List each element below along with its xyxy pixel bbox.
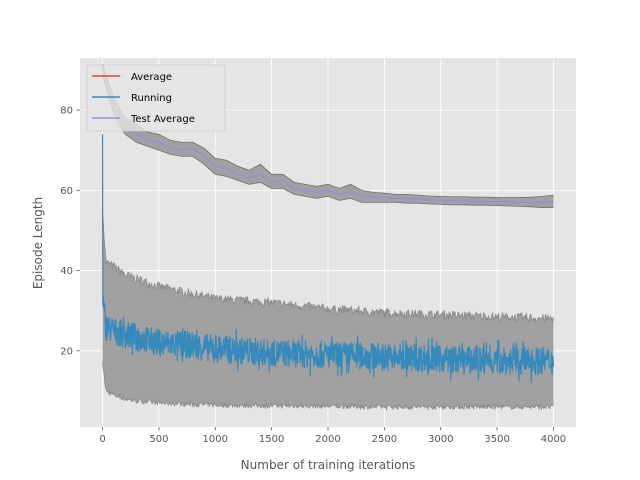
legend-label-average: Average	[131, 72, 172, 83]
legend: Average Running Test Average	[86, 64, 226, 132]
y-tick-label: 80	[60, 106, 73, 117]
running-band-lower-edge	[102, 362, 554, 411]
running-line	[101, 134, 555, 383]
x-tick-label: 3500	[484, 434, 509, 445]
legend-box	[86, 64, 226, 132]
x-tick-label: 2500	[372, 434, 397, 445]
test-average-line	[101, 69, 554, 204]
y-axis-label: Episode Length	[31, 197, 45, 289]
x-tick-label: 3000	[428, 434, 453, 445]
y-axis-ticks: 20 40 60 80	[60, 106, 80, 357]
x-axis-label: Number of training iterations	[241, 458, 416, 472]
x-tick-label: 1000	[203, 434, 228, 445]
running-band-upper-edge	[102, 210, 554, 324]
x-tick-label: 1500	[259, 434, 284, 445]
plot-content	[101, 63, 555, 411]
x-tick-label: 4000	[541, 434, 566, 445]
x-tick-label: 500	[149, 434, 168, 445]
y-tick-label: 60	[60, 186, 73, 197]
y-tick-label: 20	[60, 346, 73, 357]
legend-label-test-average: Test Average	[130, 114, 195, 125]
x-axis-ticks: 0 500 1000 1500 2000 2500 3000 3500 4000	[99, 427, 566, 445]
test-band-lower-edge	[102, 75, 554, 209]
x-tick-label: 0	[99, 434, 105, 445]
x-tick-label: 2000	[315, 434, 340, 445]
y-tick-label: 40	[60, 266, 73, 277]
test-band-upper-edge	[102, 63, 554, 198]
test-average-band	[102, 64, 554, 208]
legend-label-running: Running	[131, 93, 172, 104]
